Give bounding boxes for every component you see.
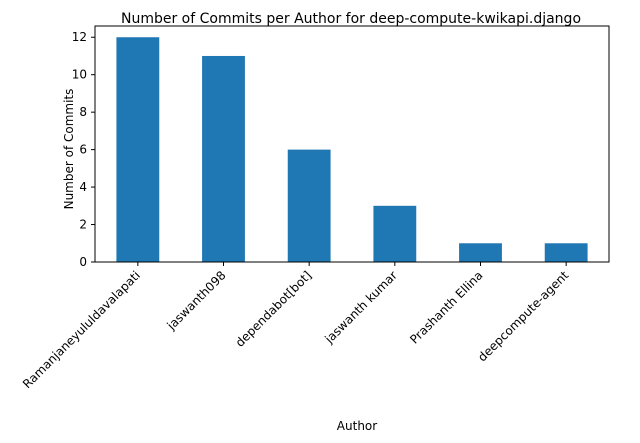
bar-1	[202, 55, 245, 262]
y-tick-label-1: 2	[79, 218, 87, 232]
bar-4	[459, 243, 502, 262]
x-tick-label-3: jaswanth kumar	[321, 268, 400, 347]
chart-title: Number of Commits per Author for deep-co…	[121, 11, 581, 27]
y-tick-label-3: 6	[79, 143, 87, 157]
x-tick-label-2: dependabot[bot]	[233, 268, 315, 350]
x-tick-label-4: Prashanth Ellina	[407, 268, 485, 346]
y-axis-label: Number of Commits	[62, 89, 76, 210]
x-axis: Ramanjaneyululdavalapati jaswanth098 depen…	[20, 262, 571, 391]
bar-0	[116, 37, 160, 262]
y-axis: 0 2 4 6 8 10 12	[72, 30, 95, 269]
x-tick-label-5: deepcompute-agent	[475, 268, 571, 364]
x-axis-label: Author	[337, 419, 377, 433]
y-tick-label-2: 4	[79, 180, 87, 194]
bars-group	[116, 37, 588, 262]
y-tick-label-4: 8	[79, 105, 87, 119]
bar-3	[373, 205, 417, 262]
y-tick-label-5: 10	[72, 68, 87, 82]
bar-2	[287, 149, 331, 262]
bar-5	[544, 243, 588, 262]
y-tick-label-6: 12	[72, 30, 87, 44]
x-tick-label-0: Ramanjaneyululdavalapati	[20, 268, 143, 391]
plot-frame	[94, 25, 610, 263]
y-tick-label-0: 0	[79, 255, 87, 269]
x-tick-label-1: jaswanth098	[164, 268, 229, 333]
